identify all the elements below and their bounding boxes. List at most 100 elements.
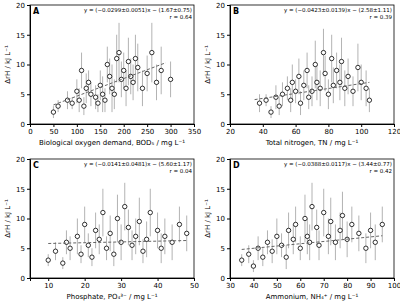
- point: [103, 98, 107, 102]
- x-tick-label: 20: [226, 128, 235, 136]
- point: [338, 80, 342, 84]
- point: [326, 92, 330, 96]
- annotation: y = (−0.0388±0.0117)x − (3.44±0.77): [284, 161, 392, 168]
- x-tick-label: 120: [388, 128, 400, 136]
- point: [124, 86, 128, 90]
- point: [302, 83, 306, 87]
- x-tick-mark: [328, 124, 329, 127]
- plot-frame: [230, 5, 394, 124]
- point: [61, 261, 65, 265]
- point: [131, 80, 135, 84]
- y-tick-label: 0: [221, 275, 225, 283]
- y-tick: 15: [16, 185, 30, 193]
- x-tick-label: 80: [324, 128, 333, 136]
- x-tick: 100: [388, 278, 400, 290]
- y-tick-mark: [27, 159, 30, 160]
- x-tick-label: 350: [188, 128, 201, 136]
- point: [338, 228, 342, 232]
- y-tick: 10: [16, 215, 30, 223]
- y-tick-mark: [227, 124, 230, 125]
- point: [101, 210, 105, 214]
- x-tick-label: 20: [81, 282, 90, 290]
- plot-area: [51, 23, 173, 118]
- point: [240, 258, 244, 262]
- point: [265, 240, 269, 244]
- y-tick: 0: [221, 275, 230, 283]
- point: [331, 83, 335, 87]
- point: [70, 101, 74, 105]
- y-tick-label: 15: [216, 185, 225, 193]
- point: [351, 89, 355, 93]
- point: [288, 98, 292, 102]
- point: [126, 59, 130, 63]
- point: [310, 204, 314, 208]
- point: [334, 68, 338, 72]
- y-axis-line: [227, 6, 231, 125]
- point: [277, 104, 281, 108]
- point: [130, 243, 134, 247]
- x-tick: 300: [164, 124, 177, 136]
- point: [364, 86, 368, 90]
- point: [315, 80, 319, 84]
- y-tick-mark: [27, 5, 30, 6]
- point: [343, 86, 347, 90]
- panel: 05010015020025030035005101520Ay = (−0.02…: [4, 2, 201, 147]
- point: [90, 255, 94, 259]
- y-tick-mark: [27, 35, 30, 36]
- point: [136, 65, 140, 69]
- x-tick: 60: [296, 278, 305, 290]
- point: [79, 68, 83, 72]
- point: [123, 204, 127, 208]
- y-tick: 0: [221, 121, 230, 129]
- x-tick: 100: [355, 124, 368, 136]
- annotation: r = 0.39: [369, 14, 392, 20]
- x-tick-mark: [171, 124, 172, 127]
- y-axis: 05101520: [216, 2, 230, 129]
- point: [339, 59, 343, 63]
- x-tick-mark: [194, 124, 195, 127]
- plot-area: [240, 183, 385, 272]
- y-tick: 15: [216, 31, 230, 39]
- x-tick-label: 40: [259, 128, 268, 136]
- point: [84, 86, 88, 90]
- y-axis-title: ΔrH / kJ L⁻¹: [204, 199, 212, 238]
- point: [329, 56, 333, 60]
- point: [51, 110, 55, 114]
- x-tick: 70: [320, 278, 329, 290]
- x-tick-mark: [158, 278, 159, 281]
- x-tick: 0: [28, 124, 32, 136]
- plot-area: [46, 183, 189, 269]
- x-tick-mark: [100, 124, 101, 127]
- x-tick: 30: [226, 278, 235, 290]
- point: [89, 92, 93, 96]
- error-bars: [53, 23, 170, 118]
- x-tick-label: 10: [44, 282, 53, 290]
- x-tick-label: 250: [141, 128, 154, 136]
- y-tick-label: 10: [216, 215, 225, 223]
- point: [97, 237, 101, 241]
- point: [305, 68, 309, 72]
- points: [240, 204, 385, 268]
- annotation: r = 0.42: [369, 168, 392, 174]
- point: [122, 68, 126, 72]
- x-tick-mark: [324, 278, 325, 281]
- y-tick: 15: [16, 31, 30, 39]
- x-tick-label: 80: [343, 282, 352, 290]
- y-tick-label: 15: [216, 31, 225, 39]
- y-tick-label: 15: [16, 31, 25, 39]
- panel-label: D: [233, 161, 240, 170]
- annotation: y = (−0.0423±0.0139)x − (2.58±1.11): [284, 7, 392, 14]
- point: [326, 234, 330, 238]
- y-tick-mark: [27, 219, 30, 220]
- error-bars: [48, 183, 186, 269]
- point: [367, 98, 371, 102]
- x-tick: 10: [44, 278, 53, 290]
- point: [104, 246, 108, 250]
- x-axis-line: [31, 125, 195, 128]
- x-tick-mark: [147, 124, 148, 127]
- y-axis-line: [27, 160, 31, 279]
- y-axis-title: ΔrH / kJ L⁻¹: [204, 45, 212, 84]
- plot-area: [255, 29, 372, 118]
- x-axis-title: Total nitrogen, TN / mg L⁻¹: [265, 139, 359, 147]
- point: [251, 264, 255, 268]
